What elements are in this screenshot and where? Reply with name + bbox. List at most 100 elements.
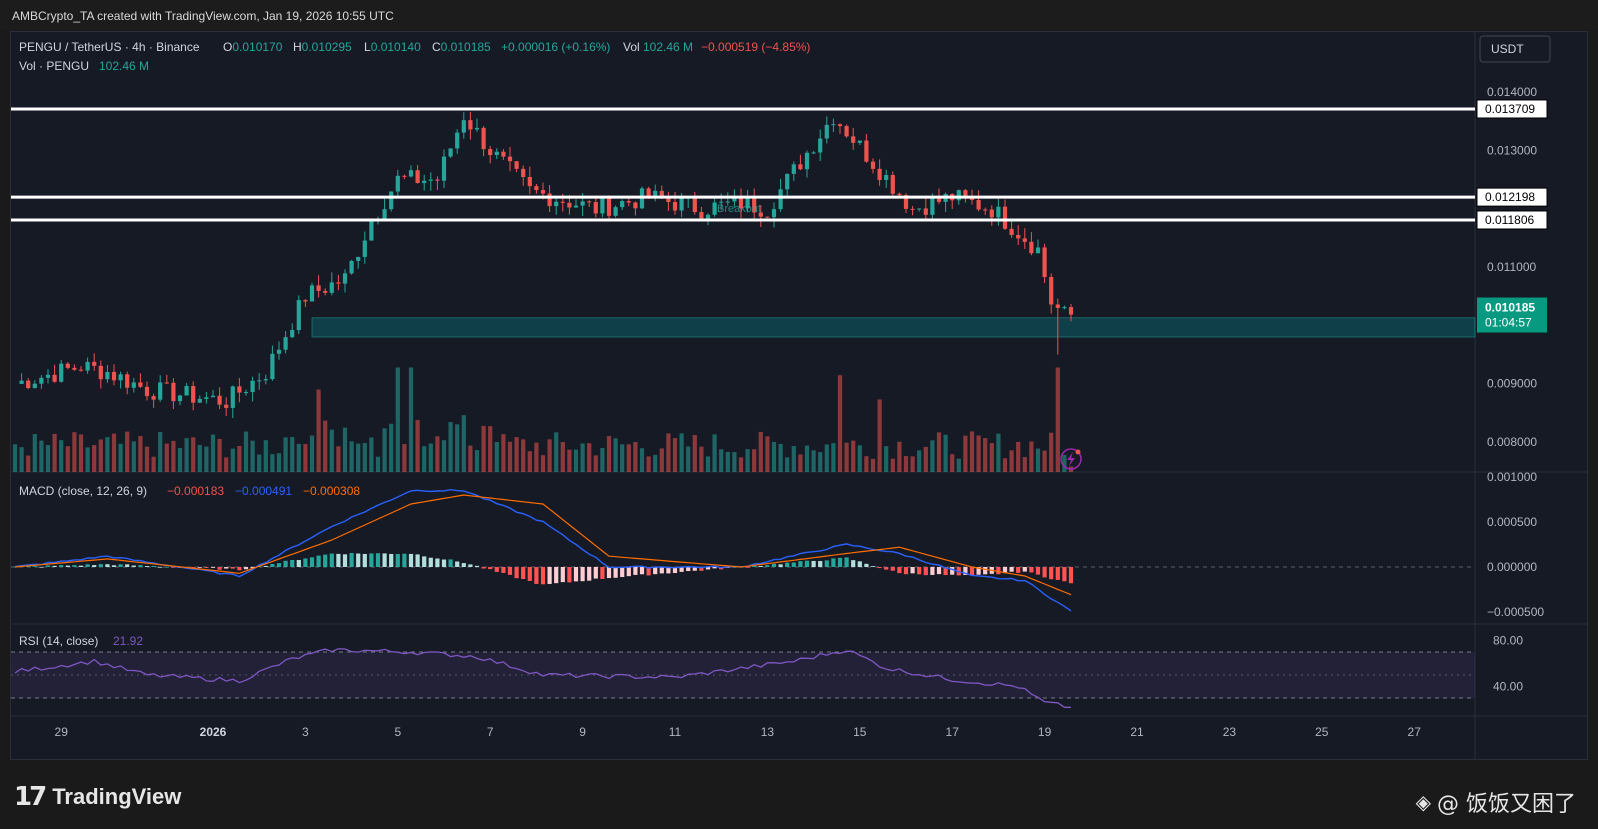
volume-bar — [917, 450, 922, 472]
candle — [336, 282, 341, 284]
rsi-title[interactable]: RSI (14, close) — [19, 634, 98, 648]
volume-bars — [12, 367, 1074, 472]
candle — [507, 156, 513, 162]
macd-hist-bar — [78, 565, 84, 567]
currency-button[interactable]: USDT — [1479, 35, 1551, 63]
volume-bar — [125, 431, 130, 472]
volume-bar — [765, 436, 770, 472]
tradingview-logo-text: TradingView — [52, 784, 182, 809]
macd-hist-bar — [92, 565, 97, 567]
candle — [395, 175, 400, 192]
volume-bar — [897, 441, 902, 472]
candle — [494, 151, 499, 156]
svg-text:H0.010295: H0.010295 — [293, 40, 352, 54]
macd-hist-bar — [943, 567, 948, 576]
candle — [197, 398, 202, 403]
lightning-icon[interactable] — [1060, 448, 1082, 470]
volume-bar — [976, 435, 981, 472]
tradingview-logo[interactable]: 17 TradingView — [14, 782, 181, 812]
macd-hist-bar — [1035, 567, 1041, 575]
candle — [26, 380, 31, 389]
macd-legend: MACD (close, 12, 26, 9) −0.000183 −0.000… — [19, 484, 360, 498]
watermark: ◈ @ 饭饭又困了 — [1416, 786, 1576, 818]
chart-svg[interactable]: Breakout PENGU / TetherUS · 4h · Binance… — [11, 32, 1587, 759]
countdown-label: 01:04:57 — [1485, 316, 1532, 330]
chart-panel[interactable]: Breakout PENGU / TetherUS · 4h · Binance… — [10, 31, 1588, 760]
macd-hist-bar — [105, 564, 110, 567]
candle — [59, 363, 64, 382]
candle — [111, 372, 117, 381]
macd-hist-bar — [210, 567, 216, 568]
candle — [963, 190, 968, 197]
macd-hist-bar — [976, 567, 981, 575]
macd-hist-bar — [32, 566, 37, 567]
volume-bar — [395, 367, 400, 472]
change-value: +0.000016 (+0.16%) — [501, 40, 610, 54]
candle — [758, 212, 763, 217]
macd-hist-bar — [323, 554, 328, 567]
macd-hist-bar — [646, 567, 651, 576]
time-tick-label: 29 — [55, 725, 69, 739]
volume-bar — [560, 442, 565, 472]
volume-bar — [428, 443, 433, 472]
volume-bar — [342, 427, 348, 472]
macd-hist-bar — [1042, 567, 1047, 578]
candle — [725, 201, 730, 203]
macd-hist-bar — [39, 566, 44, 568]
current-price-label: 0.010185 — [1485, 301, 1535, 315]
volume-bar — [593, 455, 598, 472]
volume-bar — [580, 443, 585, 472]
macd-hist-bar — [626, 567, 631, 577]
volume-bar — [732, 452, 737, 472]
macd-hist-bar — [996, 567, 1001, 575]
volume-bar — [217, 438, 222, 472]
volume-bar — [131, 441, 136, 472]
rsi-current-value: 21.92 — [113, 634, 143, 648]
candle — [309, 285, 315, 302]
macd-hist-bar — [197, 567, 202, 568]
symbol-title[interactable]: PENGU / TetherUS · 4h · Binance — [19, 40, 200, 54]
macd-hist-bar — [283, 560, 288, 567]
candle — [877, 168, 882, 180]
candle — [349, 260, 354, 274]
candle — [989, 209, 994, 218]
macd-hist-bar — [936, 567, 942, 575]
volume-bar — [527, 451, 532, 472]
time-tick-label: 2026 — [200, 725, 227, 739]
candle — [659, 190, 664, 199]
macd-hist-bar — [276, 563, 282, 567]
candle — [897, 193, 902, 196]
macd-hist-bar — [230, 567, 235, 569]
rsi-axis-ticks: 80.00 40.00 — [1493, 634, 1523, 694]
volume-bar — [870, 458, 876, 472]
candle — [217, 395, 222, 405]
vol-change: −0.000519 (−4.85%) — [701, 40, 810, 54]
volume-bar — [983, 438, 988, 472]
volume-bar — [639, 448, 645, 472]
volume-bar — [1002, 458, 1008, 472]
time-tick-label: 19 — [1038, 725, 1052, 739]
volume-bar — [494, 442, 499, 472]
candle — [342, 273, 348, 284]
volume-bar — [158, 432, 163, 472]
candles[interactable] — [19, 112, 1074, 419]
volume-bar — [270, 454, 275, 472]
macd-hist-bar — [501, 567, 506, 573]
volume-bar — [402, 444, 407, 472]
volume-bar — [45, 445, 51, 472]
volume-bar — [692, 435, 697, 472]
rsi-line — [14, 648, 1071, 708]
volume-bar — [171, 440, 176, 472]
macd-title[interactable]: MACD (close, 12, 26, 9) — [19, 484, 147, 498]
volume-bar — [620, 444, 625, 472]
macd-hist-bar — [72, 565, 77, 567]
macd-hist-bar — [243, 567, 249, 570]
macd-hist-bar — [910, 567, 915, 574]
resistance-levels[interactable] — [11, 107, 1475, 222]
volume-bar — [1062, 454, 1067, 472]
candle — [844, 126, 849, 137]
candle — [52, 374, 57, 382]
macd-hist-bar — [613, 567, 618, 578]
candle — [32, 383, 37, 389]
macd-hist-bar — [857, 561, 862, 567]
